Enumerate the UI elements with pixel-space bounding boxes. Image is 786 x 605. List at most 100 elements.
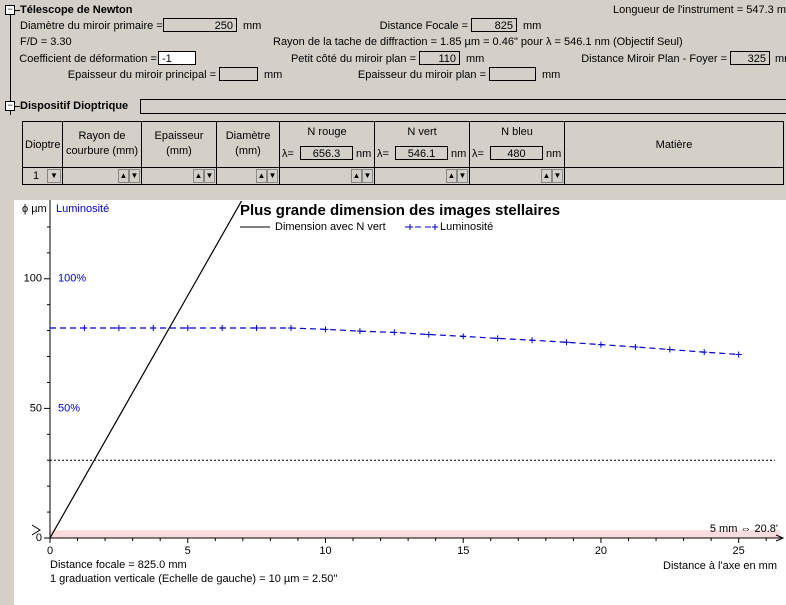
axis-arrow <box>775 534 785 542</box>
y-tick-label: 0 <box>36 532 42 544</box>
dropdown-button[interactable]: ▼ <box>362 169 373 183</box>
dropdown[interactable] <box>140 99 786 114</box>
chart-title: Plus grande dimension des images stellai… <box>240 202 560 219</box>
data-marker <box>632 343 639 350</box>
input-field[interactable]: 110 <box>419 51 460 65</box>
header-text: N vert <box>407 126 437 138</box>
section-title: Télescope de Newton <box>20 4 133 16</box>
column-header: Diamètre (mm) <box>216 121 280 168</box>
data-marker <box>50 325 53 332</box>
field-label: Coefficient de déformation = <box>19 53 157 65</box>
column-header: N rouge λ= 656.3 nm <box>279 121 375 168</box>
spin-up[interactable]: ▲ <box>541 169 552 183</box>
data-marker <box>184 325 191 332</box>
lambda-label: λ= <box>472 148 484 160</box>
data-marker <box>460 333 467 340</box>
input-field[interactable] <box>489 67 536 81</box>
legend-label: Dimension avec N vert <box>275 221 386 233</box>
data-line <box>50 201 243 538</box>
info-text: F/D = 3.30 <box>20 36 72 48</box>
y2-tick-label: 50% <box>58 402 80 414</box>
field-label: Epaisseur du miroir principal = <box>67 69 216 81</box>
x-tick-label: 25 <box>733 545 745 557</box>
table-cell: 1 ▼ <box>22 168 63 185</box>
unit: mm <box>466 53 485 65</box>
note: 1 graduation verticale (Echelle de gauch… <box>50 573 338 585</box>
dropdown-button[interactable]: ▼ <box>47 169 61 183</box>
input-field[interactable]: 546.1 <box>395 146 448 160</box>
x-tick-label: 10 <box>319 545 331 557</box>
input-field[interactable]: 250 <box>163 18 237 32</box>
header-text: N bleu <box>501 126 533 138</box>
section-title: Dispositif Dioptrique <box>20 100 129 112</box>
dropdown-button[interactable]: ▼ <box>204 169 215 183</box>
collapse-button[interactable]: − <box>5 101 15 111</box>
row-label: 1 <box>33 170 40 182</box>
table-cell: ▲ ▼ <box>141 168 217 185</box>
spin-up[interactable]: ▲ <box>118 169 129 183</box>
info-text: Longueur de l'instrument = 547.3 mm <box>613 4 786 16</box>
data-marker <box>529 337 536 344</box>
spin-up[interactable]: ▲ <box>193 169 204 183</box>
input-field[interactable] <box>219 67 258 81</box>
data-marker <box>735 351 742 358</box>
chart-background <box>14 200 786 605</box>
legend-label: Luminosité <box>440 221 493 233</box>
column-header: Epaisseur (mm) <box>141 121 217 168</box>
data-marker <box>563 339 570 346</box>
x-tick-label: 20 <box>595 545 607 557</box>
data-marker <box>253 325 260 332</box>
note: Distance focale = 825.0 mm <box>50 559 187 571</box>
table-cell: ▲ ▼ <box>62 168 142 185</box>
table-cell: ▲ ▼ <box>374 168 470 185</box>
column-header: N vert λ= 546.1 nm <box>374 121 470 168</box>
unit: nm <box>451 148 467 160</box>
y-axis-label: ϕ µm <box>22 203 47 215</box>
unit: mm <box>542 69 561 81</box>
data-marker <box>701 349 708 356</box>
tree-line <box>15 10 20 11</box>
input-field[interactable]: 656.3 <box>300 146 353 160</box>
spin-up[interactable]: ▲ <box>446 169 457 183</box>
plot-area <box>50 201 742 538</box>
legend-marker <box>432 224 438 230</box>
y-tick-label: 50 <box>30 402 42 414</box>
x-tick-label: 15 <box>457 545 469 557</box>
y2-axis-label: Luminosité <box>56 203 109 215</box>
dropdown-button[interactable]: ▼ <box>129 169 140 183</box>
data-marker <box>391 329 398 336</box>
table-cell: ▲ ▼ <box>469 168 565 185</box>
column-header: Dioptre <box>22 121 63 168</box>
legend-marker <box>407 224 413 230</box>
data-marker <box>356 328 363 335</box>
chart: Plus grande dimension des images stellai… <box>14 200 786 605</box>
header-text: Rayon de courbure (mm) <box>65 130 139 157</box>
table-cell: ▲ ▼ <box>279 168 375 185</box>
x-tick-label: 5 <box>185 545 191 557</box>
data-marker <box>494 335 501 342</box>
unit: nm <box>546 148 562 160</box>
data-marker <box>666 346 673 353</box>
data-marker <box>288 325 295 332</box>
input-field[interactable]: 325 <box>730 51 770 65</box>
data-marker <box>322 326 329 333</box>
marker-arrow <box>31 524 41 536</box>
spin-up[interactable]: ▲ <box>256 169 267 183</box>
unit: nm <box>356 148 372 160</box>
column-header: N bleu λ= 480 nm <box>469 121 565 168</box>
input-field[interactable]: 825 <box>471 18 517 32</box>
band <box>50 530 780 538</box>
dropdown-button[interactable]: ▼ <box>457 169 468 183</box>
x-axis-label: Distance à l'axe en mm <box>663 560 777 572</box>
dropdown-button[interactable]: ▼ <box>552 169 563 183</box>
input-field[interactable]: 480 <box>490 146 543 160</box>
header-text: Diamètre (mm) <box>225 130 271 157</box>
input-field[interactable]: -1 <box>158 51 196 65</box>
x-tick-label: 0 <box>47 545 53 557</box>
spin-up[interactable]: ▲ <box>351 169 362 183</box>
header-text: N rouge <box>307 126 347 138</box>
field-label: Petit côté du miroir plan = <box>290 53 416 65</box>
dropdown-button[interactable]: ▼ <box>267 169 278 183</box>
collapse-button[interactable]: − <box>5 5 15 15</box>
y-tick-label: 100 <box>24 273 42 285</box>
